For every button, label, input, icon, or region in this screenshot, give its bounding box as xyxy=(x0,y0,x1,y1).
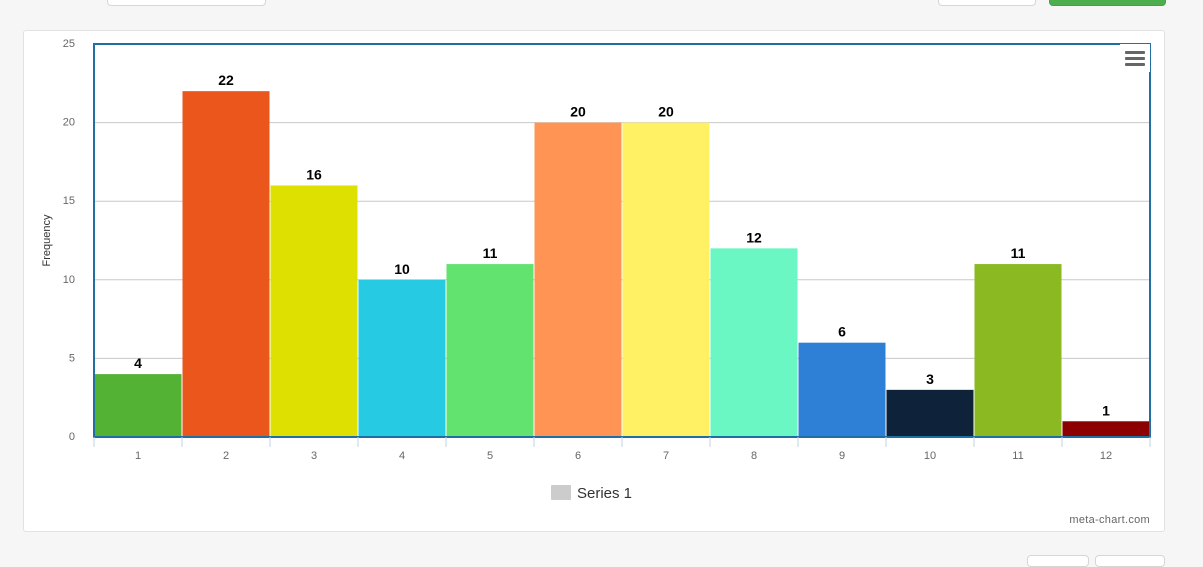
bar[interactable] xyxy=(358,279,446,437)
x-tick-label: 2 xyxy=(223,450,229,462)
x-tick-label: 10 xyxy=(924,450,936,462)
bar[interactable] xyxy=(446,264,534,437)
data-label: 3 xyxy=(926,371,934,387)
x-tick-label: 4 xyxy=(399,450,405,462)
top-dropdown[interactable] xyxy=(107,0,266,6)
x-tick-label: 11 xyxy=(1012,450,1023,462)
data-label: 6 xyxy=(838,324,846,340)
bar[interactable] xyxy=(1062,421,1150,437)
data-label: 20 xyxy=(658,104,674,120)
bar[interactable] xyxy=(94,374,182,437)
x-tick-label: 12 xyxy=(1100,450,1112,462)
bar[interactable] xyxy=(182,91,270,437)
legend-swatch[interactable] xyxy=(551,485,571,500)
x-tick-label: 1 xyxy=(135,450,141,462)
bar[interactable] xyxy=(974,264,1062,437)
chart-credit[interactable]: meta-chart.com xyxy=(1069,514,1150,526)
data-label: 1 xyxy=(1102,402,1110,418)
y-tick-label: 5 xyxy=(69,352,75,364)
bar[interactable] xyxy=(710,248,798,437)
bar[interactable] xyxy=(270,185,358,437)
y-tick-label: 20 xyxy=(63,117,75,129)
data-label: 11 xyxy=(483,245,498,261)
hamburger-menu-icon[interactable] xyxy=(1120,44,1150,72)
data-label: 16 xyxy=(306,166,322,182)
bar[interactable] xyxy=(534,122,622,437)
y-tick-label: 15 xyxy=(63,195,75,207)
y-tick-label: 10 xyxy=(63,274,75,286)
x-tick-label: 8 xyxy=(751,450,757,462)
y-axis-title: Frequency xyxy=(41,214,53,266)
y-tick-label: 25 xyxy=(63,38,75,50)
legend-label[interactable]: Series 1 xyxy=(577,485,632,502)
x-tick-label: 5 xyxy=(487,450,493,462)
x-tick-label: 3 xyxy=(311,450,317,462)
top-button[interactable] xyxy=(938,0,1036,6)
x-tick-label: 6 xyxy=(575,450,581,462)
data-label: 11 xyxy=(1011,245,1026,261)
top-green-button[interactable] xyxy=(1049,0,1166,6)
data-label: 4 xyxy=(134,355,142,371)
data-label: 20 xyxy=(570,104,586,120)
data-label: 10 xyxy=(394,261,410,277)
data-label: 12 xyxy=(746,229,762,245)
bar[interactable] xyxy=(886,389,974,437)
bar[interactable] xyxy=(622,122,710,437)
y-tick-label: 0 xyxy=(69,431,75,443)
x-tick-label: 9 xyxy=(839,450,845,462)
bar[interactable] xyxy=(798,342,886,437)
x-tick-label: 7 xyxy=(663,450,669,462)
data-label: 22 xyxy=(218,72,234,88)
